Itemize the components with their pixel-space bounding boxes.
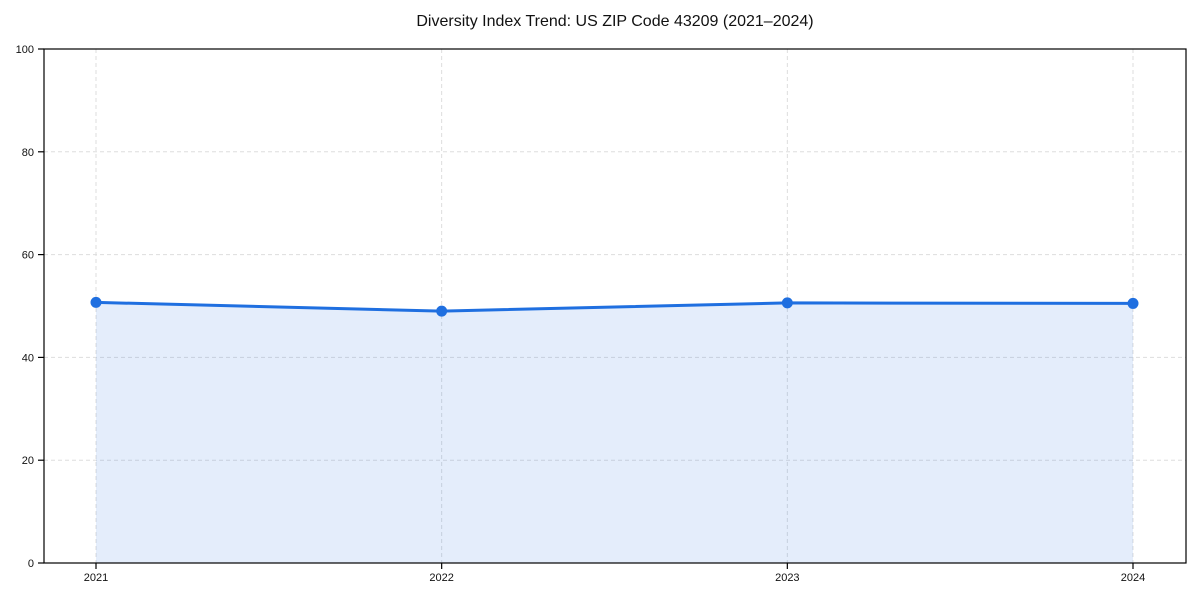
data-point-2021 (90, 296, 102, 308)
y-tick-label-60: 60 (22, 250, 34, 262)
x-tick-label-2024: 2024 (1121, 572, 1145, 584)
x-tick-label-2021: 2021 (84, 572, 108, 584)
x-tick-label-2022: 2022 (429, 572, 453, 584)
x-tick-label-2023: 2023 (775, 572, 799, 584)
y-tick-label-100: 100 (16, 44, 34, 56)
series-line (94, 300, 1135, 313)
y-tick-label-40: 40 (22, 352, 34, 364)
series-area-fill (96, 302, 1133, 563)
data-point-2024 (1127, 297, 1139, 309)
y-tick-label-0: 0 (28, 558, 34, 570)
chart-title: Diversity Index Trend: US ZIP Code 43209… (416, 13, 814, 30)
y-tick-label-20: 20 (22, 455, 34, 467)
plot-box-spines (43, 48, 1187, 564)
data-point-2023 (781, 297, 793, 309)
y-tick-label-80: 80 (22, 147, 34, 159)
data-point-2022 (436, 305, 448, 317)
